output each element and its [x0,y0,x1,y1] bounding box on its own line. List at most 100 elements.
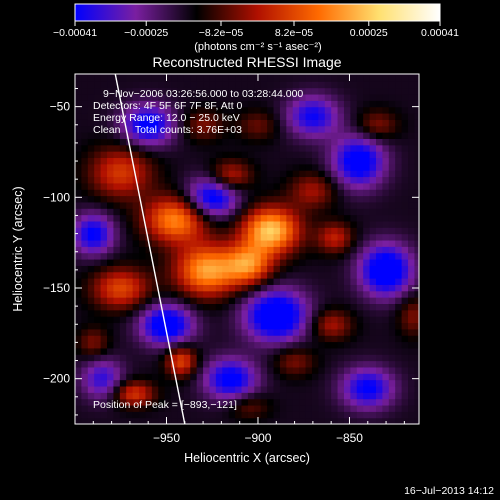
heatmap-cell [171,119,179,127]
heatmap-cell [382,214,390,222]
heatmap-cell [408,214,416,222]
heatmap-cell [177,182,185,190]
heatmap-cell [215,335,223,343]
heatmap-cell [151,81,159,89]
heatmap-cell [139,373,147,381]
heatmap-cell [401,125,409,133]
heatmap-cell [273,322,281,330]
heatmap-cell [164,157,172,165]
heatmap-cell [81,125,89,133]
heatmap-cell [158,297,166,305]
heatmap-cell [222,347,230,355]
heatmap-cell [414,297,419,305]
heatmap-cell [183,347,191,355]
heatmap-cell [395,132,403,139]
heatmap-cell [196,265,204,273]
heatmap-cell [273,106,281,114]
heatmap-cell [369,271,377,279]
heatmap-cell [254,341,262,349]
heatmap-cell [241,170,249,178]
heatmap-cell [376,138,383,146]
heatmap-cell [305,233,313,241]
heatmap-cell [267,74,275,82]
heatmap-cell [222,258,230,266]
heatmap-cell [401,379,409,387]
heatmap-cell [164,144,172,152]
heatmap-cell [81,157,89,165]
heatmap-cell [145,385,153,393]
heatmap-cell [267,392,275,400]
heatmap-cell [151,227,159,235]
heatmap-cell [311,252,319,260]
heatmap-cell [279,151,287,159]
heatmap-cell [254,195,262,203]
heatmap-cell [215,74,223,82]
heatmap-cell [247,125,255,133]
heatmap-cell [215,93,223,101]
heatmap-cell [190,322,198,330]
heatmap-cell [151,144,159,152]
heatmap-cell [356,271,364,279]
heatmap-cell [260,316,268,324]
heatmap-cell [132,87,140,95]
heatmap-cell [81,119,89,127]
heatmap-cell [267,119,275,127]
heatmap-cell [196,328,204,336]
heatmap-cell [196,170,204,178]
heatmap-cell [414,144,419,152]
heatmap-cell [119,316,127,324]
heatmap-cell [331,360,339,368]
y-tick-label: −50 [50,100,71,114]
heatmap-cell [151,93,159,101]
heatmap-cell [343,360,351,368]
heatmap-cell [190,208,198,216]
heatmap-cell [158,138,166,146]
heatmap-cell [203,157,211,165]
heatmap-cell [267,233,275,241]
heatmap-cell [247,265,255,273]
heatmap-cell [190,74,198,76]
heatmap-cell [401,290,409,298]
heatmap-cell [145,87,153,95]
heatmap-cell [324,125,332,133]
heatmap-cell [171,112,179,120]
heatmap-cell [267,316,275,324]
heatmap-cell [119,201,127,209]
heatmap-cell [267,309,275,317]
heatmap-cell [183,233,191,241]
heatmap-cell [292,163,300,171]
heatmap-cell [286,176,294,184]
heatmap-cell [183,341,191,349]
heatmap-cell [228,74,236,82]
heatmap-cell [222,151,230,159]
heatmap-cell [382,417,390,424]
heatmap-cell [87,170,95,178]
heatmap-cell [139,354,147,362]
heatmap-cell [305,404,313,412]
heatmap-cell [171,379,179,387]
heatmap-cell [228,227,236,235]
heatmap-cell [94,335,102,343]
heatmap-cell [286,138,294,146]
heatmap-cell [119,195,127,203]
heatmap-cell [203,278,211,285]
heatmap-cell [183,360,191,368]
heatmap-cell [87,233,95,241]
heatmap-cell [209,182,217,190]
heatmap-cell [305,316,313,324]
heatmap-cell [139,258,147,266]
heatmap-cell [190,385,198,393]
heatmap-cell [81,100,89,108]
heatmap-cell [343,366,351,374]
heatmap-cell [241,417,249,424]
heatmap-cell [286,392,294,400]
heatmap-cell [318,290,326,298]
heatmap-cell [196,239,204,247]
heatmap-cell [279,74,287,82]
heatmap-cell [363,258,371,266]
heatmap-cell [235,151,243,159]
heatmap-cell [363,227,371,235]
heatmap-cell [151,316,159,324]
heatmap-cell [311,411,319,419]
heatmap-cell [107,398,115,406]
